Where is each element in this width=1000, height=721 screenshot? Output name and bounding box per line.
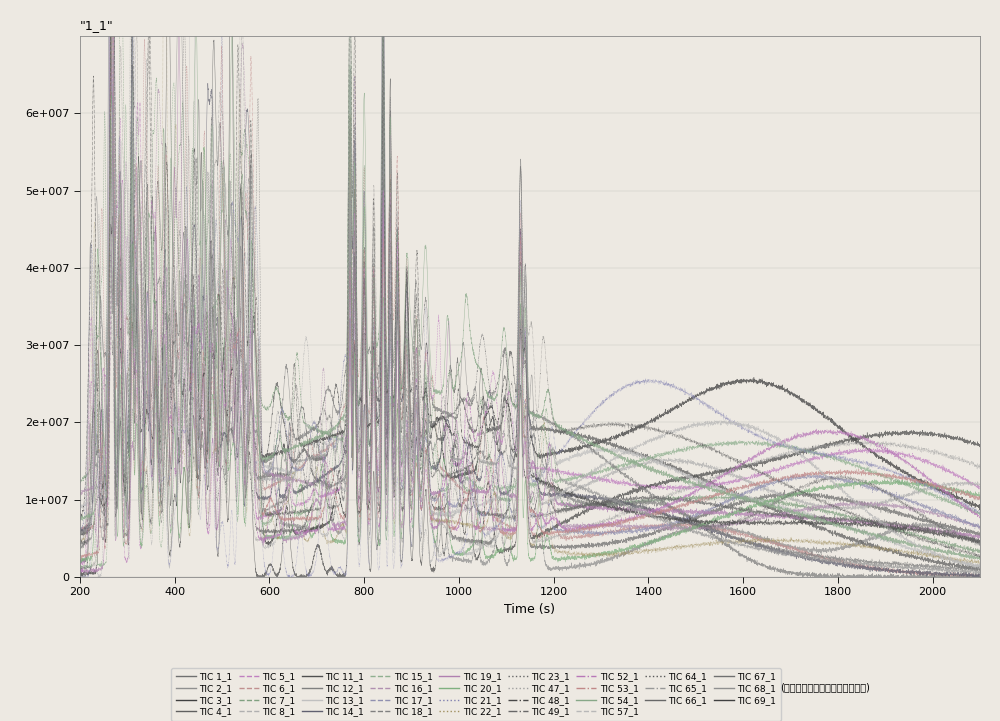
Text: (代谢液样品检测峰自下而上编号): (代谢液样品检测峰自下而上编号) xyxy=(780,682,870,692)
X-axis label: Time (s): Time (s) xyxy=(505,603,556,616)
Legend: TIC 1_1, TIC 2_1, TIC 3_1, TIC 4_1, TIC 5_1, TIC 6_1, TIC 7_1, TIC 8_1, TIC 11_1: TIC 1_1, TIC 2_1, TIC 3_1, TIC 4_1, TIC … xyxy=(171,668,781,721)
Text: "1_1": "1_1" xyxy=(80,19,114,32)
